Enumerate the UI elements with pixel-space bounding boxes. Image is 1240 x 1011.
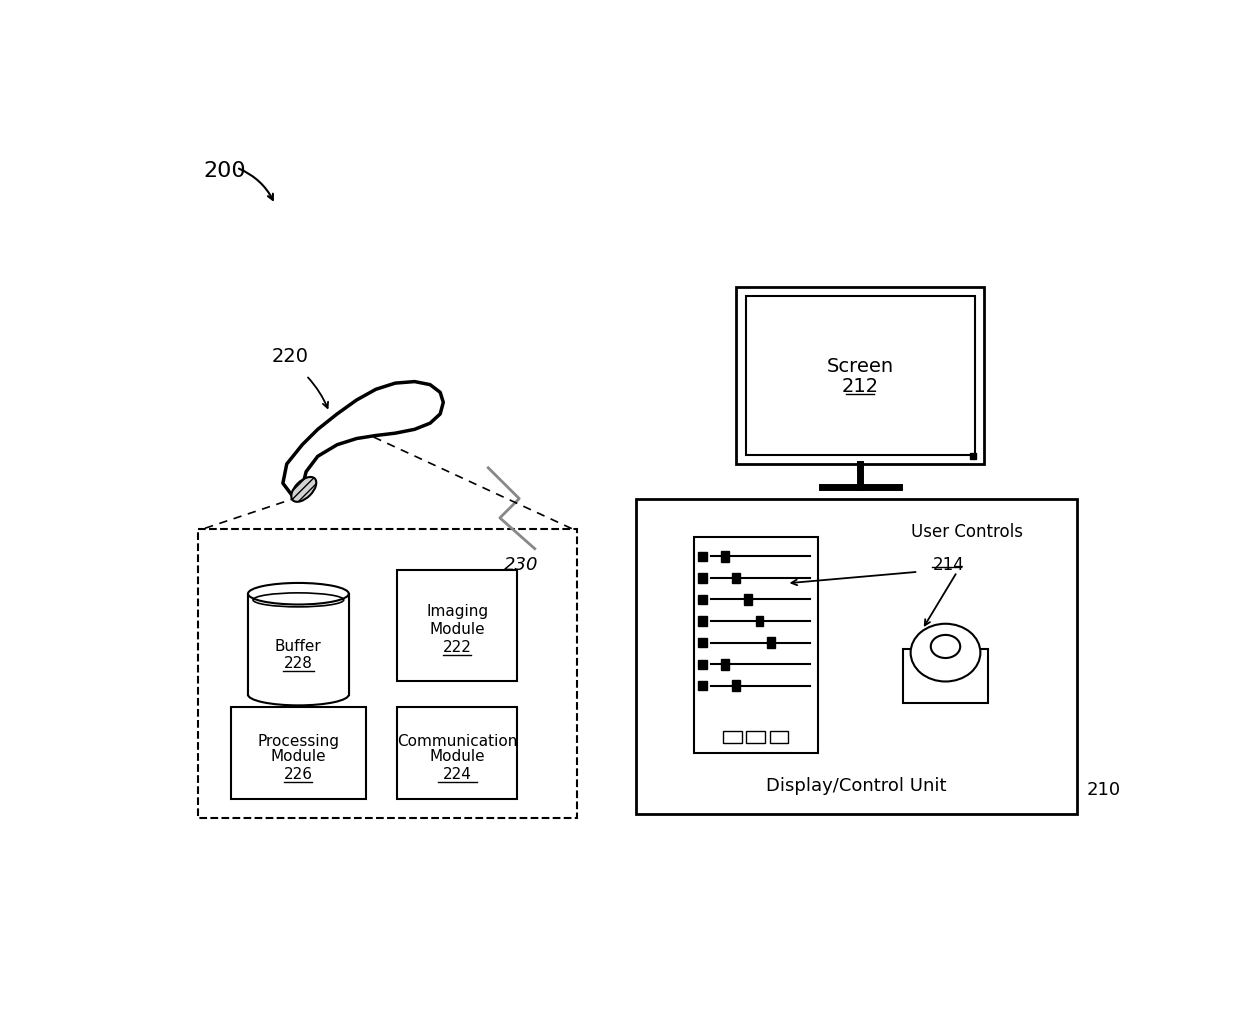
Bar <box>755 616 764 627</box>
Bar <box>745 296 975 455</box>
Text: 224: 224 <box>443 766 471 782</box>
Text: Module: Module <box>270 749 326 764</box>
Bar <box>697 573 707 582</box>
Text: Screen: Screen <box>827 357 894 376</box>
Text: Processing: Processing <box>258 734 340 749</box>
Bar <box>720 659 729 669</box>
Bar <box>697 638 707 647</box>
Ellipse shape <box>248 583 348 605</box>
Bar <box>693 537 817 753</box>
Bar <box>697 681 707 691</box>
Bar <box>737 287 985 464</box>
Bar <box>635 498 1078 814</box>
Bar <box>770 731 789 743</box>
Bar <box>697 617 707 626</box>
Ellipse shape <box>910 624 981 681</box>
Text: 228: 228 <box>284 656 312 671</box>
Text: 226: 226 <box>284 766 312 782</box>
Text: 220: 220 <box>272 347 309 366</box>
Bar <box>768 637 775 648</box>
Text: User Controls: User Controls <box>910 523 1023 541</box>
Text: 212: 212 <box>842 377 879 395</box>
Bar <box>720 551 729 562</box>
Bar <box>733 680 740 692</box>
Bar <box>197 530 578 818</box>
Bar <box>697 552 707 561</box>
Bar <box>903 649 988 703</box>
Text: 222: 222 <box>443 640 471 655</box>
Bar <box>746 731 765 743</box>
Ellipse shape <box>291 477 316 501</box>
Bar <box>723 731 742 743</box>
Bar <box>248 593 348 695</box>
Text: Module: Module <box>429 749 485 764</box>
Bar <box>733 572 740 583</box>
Bar <box>697 659 707 669</box>
Text: Display/Control Unit: Display/Control Unit <box>766 777 946 795</box>
Text: 200: 200 <box>203 162 246 181</box>
Text: Module: Module <box>429 622 485 637</box>
Text: 230: 230 <box>503 556 538 574</box>
Bar <box>397 570 517 681</box>
Bar <box>231 707 366 799</box>
Text: Communication: Communication <box>397 734 517 749</box>
Text: 210: 210 <box>1086 780 1121 799</box>
Text: 214: 214 <box>932 556 963 574</box>
Bar <box>744 594 751 605</box>
Bar <box>397 707 517 799</box>
Text: Buffer: Buffer <box>275 639 321 654</box>
Bar <box>697 594 707 605</box>
Text: Imaging: Imaging <box>427 605 489 620</box>
